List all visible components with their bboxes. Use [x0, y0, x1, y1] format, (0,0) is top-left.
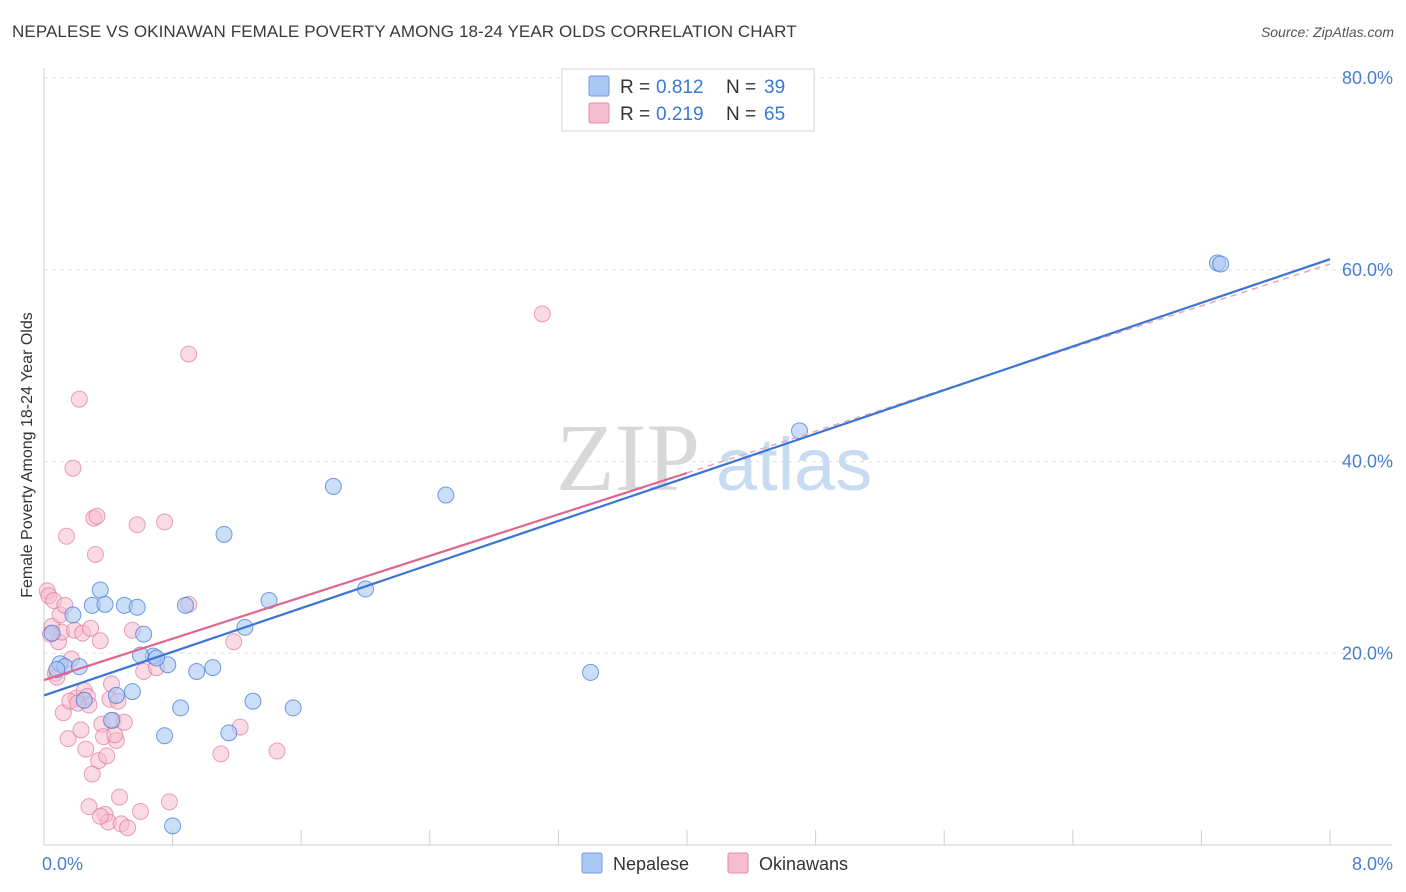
y-tick-label: 40.0%: [1342, 452, 1393, 472]
legend-n-label-okinawans: N =: [726, 104, 756, 125]
okinawans-point: [156, 513, 174, 531]
nepalese-point: [128, 598, 146, 616]
bottom-legend-swatch-okinawans: [727, 852, 749, 874]
bottom-legend-okinawans: Okinawans: [759, 854, 848, 874]
nepalese-point: [204, 659, 222, 677]
nepalese-point: [220, 724, 238, 742]
x-tick-label-max: 8.0%: [1352, 854, 1393, 874]
nepalese-point: [215, 525, 233, 543]
okinawans-point: [64, 459, 82, 477]
chart-title: NEPALESE VS OKINAWAN FEMALE POVERTY AMON…: [12, 22, 797, 41]
okinawans-point: [180, 345, 198, 363]
nepalese-point: [64, 606, 82, 624]
nepalese-point: [135, 625, 153, 643]
legend-r-nepalese: 0.812: [656, 77, 704, 98]
nepalese-point: [164, 817, 182, 835]
nepalese-point: [244, 692, 262, 710]
nepalese-point: [43, 624, 61, 642]
nepalese-point: [284, 699, 302, 717]
y-tick-label: 60.0%: [1342, 260, 1393, 280]
okinawans-point: [225, 633, 243, 651]
nepalese-point: [96, 595, 114, 613]
nepalese-point: [123, 683, 141, 701]
legend-n-nepalese: 39: [764, 77, 785, 98]
okinawans-point: [88, 507, 106, 525]
y-tick-labels: 20.0% 40.0% 60.0% 80.0%: [1342, 68, 1393, 663]
x-tick-label-min: 0.0%: [42, 854, 83, 874]
series-legend: Nepalese Okinawans: [581, 852, 848, 874]
okinawans-point: [533, 305, 551, 323]
x-tick-labels: 0.0% 8.0%: [42, 854, 1393, 874]
okinawans-point: [80, 798, 98, 816]
legend-r-label-nepalese: R =: [620, 77, 650, 98]
y-tick-label: 20.0%: [1342, 643, 1393, 663]
legend-swatch-nepalese: [588, 75, 610, 97]
okinawans-point: [111, 788, 129, 806]
okinawans-point: [128, 516, 146, 534]
okinawans-point: [58, 527, 76, 545]
bottom-legend-swatch-nepalese: [581, 852, 603, 874]
okinawans-point: [212, 745, 230, 763]
nepalese-point: [107, 686, 125, 704]
okinawans-points: [38, 305, 551, 837]
nepalese-point: [324, 477, 342, 495]
okinawans-point: [98, 747, 116, 765]
watermark: ZIP atlas: [556, 404, 872, 511]
nepalese-point: [176, 596, 194, 614]
okinawans-point: [131, 802, 149, 820]
stats-legend: R = 0.812 N = 39 R = 0.219 N = 65: [561, 68, 815, 132]
trend-lines: [43, 258, 1331, 697]
legend-n-label-nepalese: N =: [726, 77, 756, 98]
legend-swatch-okinawans: [588, 102, 610, 124]
okinawans-trend-dashed: [686, 263, 1331, 474]
nepalese-point: [172, 699, 190, 717]
okinawans-point: [77, 740, 95, 758]
source-label: Source: ZipAtlas.com: [1260, 24, 1394, 40]
nepalese-point: [75, 691, 93, 709]
nepalese-trend-line: [43, 258, 1331, 697]
legend-r-okinawans: 0.219: [656, 104, 704, 125]
grid: [44, 77, 1392, 654]
okinawans-point: [82, 619, 100, 637]
legend-n-okinawans: 65: [764, 104, 785, 125]
okinawans-point: [59, 730, 77, 748]
nepalese-point: [91, 581, 109, 599]
okinawans-point: [268, 742, 286, 760]
okinawans-point: [91, 632, 109, 650]
bottom-legend-nepalese: Nepalese: [613, 854, 689, 874]
legend-r-label-okinawans: R =: [620, 104, 650, 125]
nepalese-point: [156, 727, 174, 745]
y-tick-label: 80.0%: [1342, 68, 1393, 88]
okinawans-point: [86, 545, 104, 563]
nepalese-point: [103, 711, 121, 729]
nepalese-point: [188, 662, 206, 680]
nepalese-point: [1212, 255, 1230, 273]
nepalese-point: [437, 486, 455, 504]
okinawans-point: [91, 807, 109, 825]
okinawans-point: [106, 726, 124, 744]
nepalese-point: [582, 663, 600, 681]
okinawans-point: [160, 793, 178, 811]
okinawans-point: [119, 819, 137, 837]
okinawans-trend-line: [43, 471, 688, 682]
watermark-zip: ZIP: [556, 404, 700, 511]
okinawans-point: [72, 721, 90, 739]
okinawans-point: [70, 390, 88, 408]
